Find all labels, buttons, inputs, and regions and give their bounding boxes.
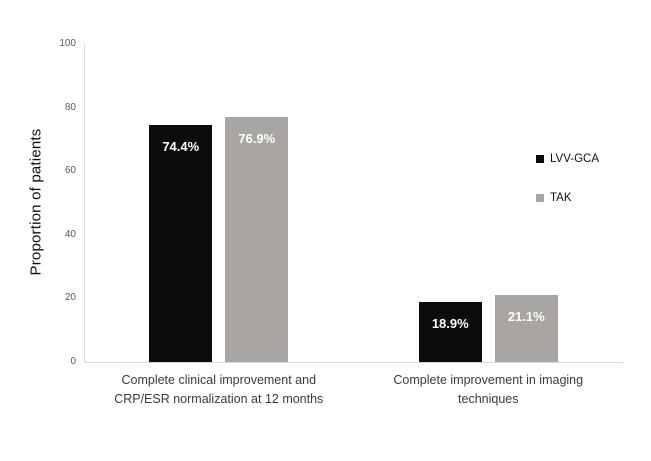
legend: LVV-GCA TAK [536,152,599,204]
bar-data-label: 21.1% [507,308,545,324]
bar-lvv-gca-0: 74.4% [149,125,213,362]
legend-item-lvv-gca: LVV-GCA [536,152,599,165]
y-axis-tick-label: 100 [59,38,76,49]
x-axis-category-label: Complete improvement in imaging techniqu… [393,373,584,406]
y-axis-title: Proportion of patients [27,128,45,276]
bar-data-label: 76.9% [238,131,276,147]
legend-item-tak: TAK [536,191,599,204]
y-axis-line [84,44,85,362]
bar-tak-0: 76.9% [225,117,289,362]
legend-item-label: LVV-GCA [550,152,599,165]
legend-marker-icon [536,154,544,163]
legend-item-label: TAK [550,191,572,204]
y-axis-tick-label: 80 [64,101,76,113]
y-axis-tick-label: 60 [64,165,76,177]
y-axis-tick-label: 20 [64,292,76,304]
bar-lvv-gca-1: 18.9% [418,301,482,362]
legend-marker-icon [536,193,544,202]
y-axis-tick-label: 40 [64,228,76,240]
y-axis-tick-label: 0 [70,356,76,367]
bar-tak-1: 21.1% [494,294,558,362]
x-axis-category-label: Complete clinical improvement and CRP/ES… [114,373,324,406]
bar-data-label: 18.9% [431,315,469,331]
bar-data-label: 74.4% [162,139,200,155]
x-axis-line [84,362,623,363]
